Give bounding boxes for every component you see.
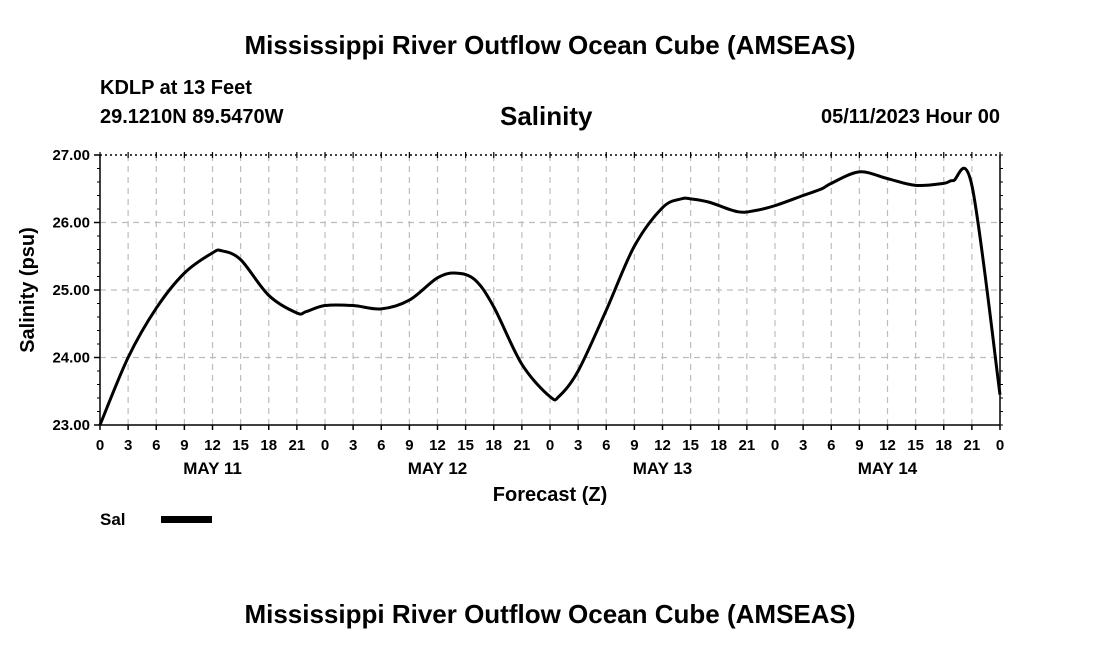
x-tick-label: 18 — [485, 437, 502, 454]
variable-title: Salinity — [500, 101, 593, 131]
x-tick-label: 0 — [546, 437, 554, 454]
y-tick-label: 24.00 — [52, 350, 90, 367]
x-tick-label: 21 — [514, 437, 531, 454]
x-tick-label: 18 — [935, 437, 952, 454]
x-tick-label: 18 — [710, 437, 727, 454]
x-tick-label: 12 — [429, 437, 446, 454]
x-tick-label: 3 — [799, 437, 807, 454]
x-tick-label: 0 — [96, 437, 104, 454]
chart-title: Mississippi River Outflow Ocean Cube (AM… — [244, 30, 856, 60]
x-tick-label: 3 — [574, 437, 582, 454]
x-tick-label: 9 — [855, 437, 863, 454]
legend-label: Sal — [100, 510, 126, 529]
y-tick-label: 26.00 — [52, 215, 90, 232]
x-tick-label: 12 — [879, 437, 896, 454]
x-tick-label: 6 — [152, 437, 160, 454]
x-tick-label: 15 — [907, 437, 924, 454]
x-tick-label: 0 — [321, 437, 329, 454]
station-label: KDLP at 13 Feet — [100, 77, 252, 99]
x-tick-label: 15 — [682, 437, 699, 454]
y-axis-title: Salinity (psu) — [17, 227, 39, 353]
forecast-date-label: 05/11/2023 Hour 00 — [820, 106, 1000, 128]
y-tick-label: 25.00 — [52, 282, 90, 299]
x-tick-label: 15 — [232, 437, 249, 454]
day-label: MAY 14 — [858, 459, 918, 478]
x-axis-title: Forecast (Z) — [493, 484, 607, 506]
x-tick-label: 9 — [405, 437, 413, 454]
x-tick-label: 21 — [739, 437, 756, 454]
x-tick-label: 12 — [204, 437, 221, 454]
x-tick-label: 21 — [964, 437, 981, 454]
x-tick-label: 12 — [654, 437, 671, 454]
x-tick-label: 6 — [827, 437, 835, 454]
legend-line-swatch — [161, 516, 212, 523]
x-tick-label: 9 — [180, 437, 188, 454]
series-line-sal — [98, 166, 1002, 426]
x-tick-label: 15 — [457, 437, 474, 454]
day-label: MAY 11 — [183, 459, 242, 478]
x-tick-label: 0 — [771, 437, 779, 454]
x-tick-label: 9 — [630, 437, 638, 454]
day-label: MAY 13 — [633, 459, 693, 478]
day-label: MAY 12 — [408, 459, 468, 478]
x-tick-label: 18 — [260, 437, 277, 454]
x-tick-label: 21 — [289, 437, 306, 454]
coordinates-label: 29.1210N 89.5470W — [100, 106, 284, 128]
x-tick-label: 0 — [996, 437, 1004, 454]
y-tick-label: 23.00 — [52, 417, 90, 434]
x-tick-label: 6 — [602, 437, 610, 454]
y-tick-label: 27.00 — [52, 147, 90, 164]
x-tick-label: 3 — [124, 437, 132, 454]
x-tick-label: 3 — [349, 437, 357, 454]
x-tick-label: 6 — [377, 437, 385, 454]
chart-title-repeat: Mississippi River Outflow Ocean Cube (AM… — [244, 599, 856, 629]
